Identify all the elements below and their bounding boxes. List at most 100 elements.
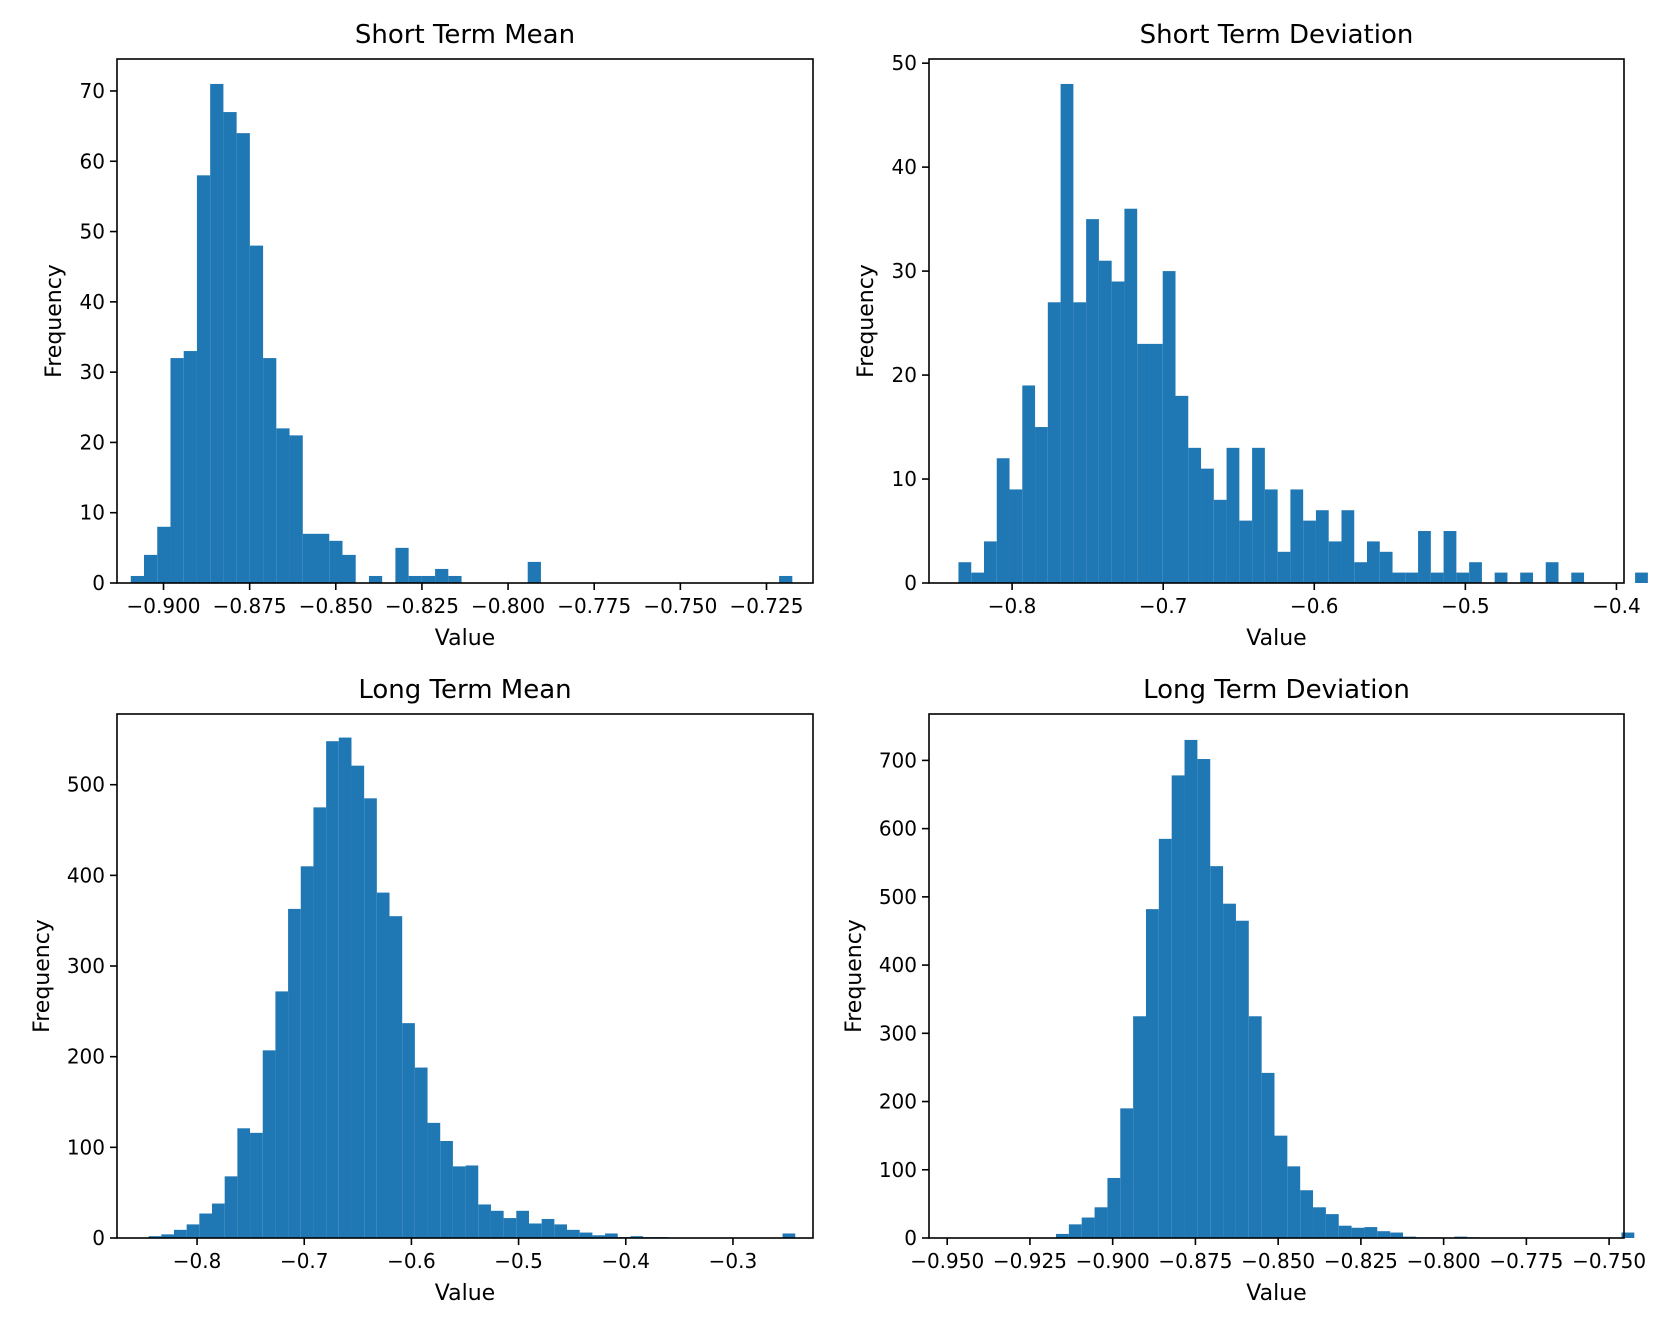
y-tick-label: 20 <box>892 363 917 387</box>
y-tick-label: 200 <box>67 1045 105 1069</box>
histogram-bar <box>1277 551 1291 583</box>
histogram-bar <box>528 1223 542 1238</box>
y-tick-label: 100 <box>879 1158 917 1182</box>
x-tick-label: −0.7 <box>1139 594 1188 618</box>
histogram-bar <box>605 1233 618 1238</box>
histogram-bar <box>567 1229 580 1238</box>
y-tick-label: 0 <box>904 571 917 595</box>
histogram-bar <box>1274 1135 1288 1238</box>
histogram-bar <box>351 765 365 1238</box>
histogram-bar <box>1223 903 1236 1238</box>
histogram-bar <box>1315 510 1329 583</box>
x-tick-label: −0.800 <box>471 594 545 618</box>
histogram-bar <box>1094 1207 1108 1238</box>
histogram-bar <box>1520 572 1533 583</box>
histogram-bar <box>490 1210 504 1238</box>
y-tick-label: 300 <box>879 1021 917 1045</box>
histogram-bar <box>1149 343 1163 583</box>
histogram-bars <box>1056 739 1635 1238</box>
x-tick-label: −0.900 <box>127 594 201 618</box>
x-tick-label: −0.4 <box>1592 594 1641 618</box>
x-tick-label: −0.3 <box>709 1249 758 1273</box>
histogram-bar <box>289 435 303 583</box>
x-axis-label: Value <box>1246 626 1306 651</box>
histogram-bar <box>1009 489 1023 583</box>
histogram-bar <box>224 1176 238 1238</box>
histogram-bar <box>1120 1108 1134 1238</box>
histogram-bar <box>779 575 793 583</box>
histogram-bar <box>448 575 462 583</box>
x-tick-label: −0.7 <box>280 1249 329 1273</box>
x-tick-label: −0.775 <box>1489 1249 1563 1273</box>
y-tick-label: 40 <box>80 290 105 314</box>
plot-frame <box>928 713 1625 1239</box>
histogram-bar <box>1239 520 1253 583</box>
x-tick-label: −0.750 <box>643 594 717 618</box>
histogram-bar <box>144 554 158 583</box>
short-term-deviation-panel: −0.8 −0.7 −0.6 −0.5 −0.4 0 10 20 30 40 50 Short Ter… <box>854 20 1648 651</box>
x-tick-label: −0.875 <box>213 594 287 618</box>
histogram-bar <box>1252 447 1265 583</box>
x-tick-label: −0.8 <box>173 1249 222 1273</box>
histogram-bar <box>1469 562 1482 583</box>
histogram-bar <box>1098 260 1112 583</box>
histogram-bar <box>1418 531 1431 583</box>
histogram-bar <box>130 575 145 583</box>
histogram-bar <box>313 807 327 1238</box>
histogram-bar <box>1545 562 1559 583</box>
histogram-bars <box>130 83 793 583</box>
x-tick-label: −0.850 <box>1241 1249 1315 1273</box>
histogram-bar <box>971 572 984 583</box>
y-tick-label: 20 <box>80 430 105 454</box>
histogram-bar <box>210 83 224 583</box>
histogram-bar <box>157 526 171 583</box>
histogram-bar <box>1086 219 1099 584</box>
y-axis-label: Frequency <box>42 264 67 378</box>
histogram-bar <box>592 1235 606 1238</box>
histogram-bar <box>1056 1233 1069 1238</box>
histogram-bar <box>1351 1227 1365 1238</box>
histogram-bar <box>503 1218 517 1238</box>
histogram-bar <box>263 358 277 583</box>
histogram-bar <box>1379 551 1393 583</box>
histogram-bar <box>1354 562 1367 583</box>
histogram-bar <box>212 1203 225 1238</box>
histogram-bar <box>1073 302 1087 583</box>
histogram-bar <box>527 561 541 583</box>
histogram-bar <box>421 575 436 583</box>
histogram-bar <box>1235 920 1249 1238</box>
histogram-bar <box>1405 572 1419 583</box>
histogram-bar <box>579 1232 593 1238</box>
histogram-bar <box>1184 739 1198 1238</box>
long-term-deviation-panel: −0.950 −0.925 −0.900 −0.875 −0.850 −0.825 −0.8… <box>842 675 1646 1306</box>
histogram-bar <box>440 1141 453 1238</box>
histogram-bar <box>376 892 390 1238</box>
histogram-bar <box>1158 838 1172 1238</box>
histogram-bar <box>249 245 264 583</box>
short-term-mean-panel: −0.900 −0.875 −0.850 −0.825 −0.800 −0.775 −0.7… <box>42 20 814 651</box>
histogram-bar <box>465 1165 479 1238</box>
x-tick-label: −0.8 <box>988 594 1037 618</box>
plot-frame <box>116 713 814 1239</box>
histogram-bar <box>516 1210 529 1238</box>
histogram-bar <box>1303 520 1316 583</box>
y-tick-label: 10 <box>80 501 105 525</box>
histogram-bar <box>1392 572 1406 583</box>
y-axis-label: Frequency <box>854 264 879 378</box>
histogram-bar <box>408 575 422 583</box>
x-tick-label: −0.4 <box>601 1249 650 1273</box>
y-tick-label: 30 <box>80 360 105 384</box>
histogram-bar <box>1313 1207 1326 1238</box>
histogram-bar <box>1111 281 1125 583</box>
histogram-bar <box>148 1236 162 1238</box>
histogram-bar <box>1162 271 1176 583</box>
histogram-bar <box>984 541 997 583</box>
histogram-bar <box>1145 909 1159 1238</box>
histogram-bar <box>196 175 211 583</box>
histogram-bar <box>1035 427 1048 583</box>
x-tick-label: −0.6 <box>387 1249 436 1273</box>
y-tick-label: 700 <box>879 748 917 772</box>
histogram-bar <box>1068 1224 1082 1238</box>
histogram-bar <box>250 1132 263 1238</box>
